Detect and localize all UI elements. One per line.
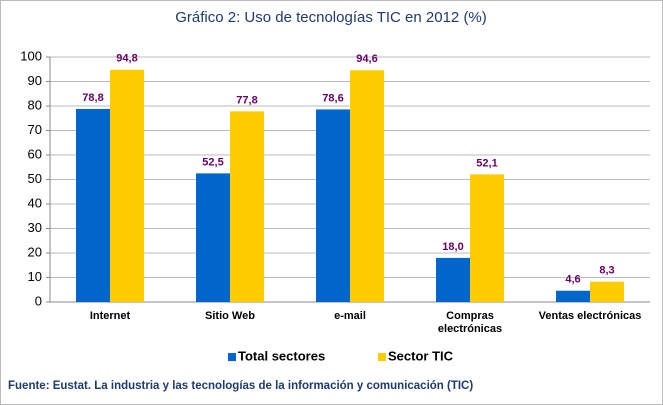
y-tick-label: 30 (28, 220, 42, 235)
legend-label: Total sectores (238, 348, 325, 363)
y-tick-label: 10 (28, 269, 42, 284)
bar (350, 70, 384, 302)
legend-swatch (378, 353, 386, 361)
y-tick-label: 70 (28, 122, 42, 137)
x-tick-label: Compras electrónicas (438, 310, 502, 335)
value-label: 8,3 (599, 265, 614, 277)
value-label: 94,6 (356, 53, 377, 65)
y-tick-label: 90 (28, 73, 42, 88)
chart-title: Gráfico 2: Uso de tecnologías TIC en 201… (175, 9, 487, 26)
bar (230, 111, 264, 302)
value-label: 52,1 (476, 157, 497, 169)
source: Fuente: Eustat. La industria y las tecno… (8, 380, 473, 392)
bar (436, 257, 470, 302)
x-tick-label: e-mail (334, 310, 366, 322)
x-tick-label: Ventas electrónicas (539, 310, 642, 322)
x-tick-label: Internet (90, 310, 131, 322)
value-label: 18,0 (442, 241, 463, 253)
y-tick-label: 60 (28, 146, 42, 161)
value-label: 52,5 (202, 156, 223, 168)
y-tick-label: 0 (35, 293, 42, 308)
legend-swatch (228, 353, 236, 361)
bar (470, 174, 504, 302)
y-tick-label: 40 (28, 195, 42, 210)
y-tick-label: 20 (28, 244, 42, 259)
bar (196, 173, 230, 302)
y-tick-label: 80 (28, 97, 42, 112)
bar (76, 108, 110, 302)
value-label: 94,8 (116, 53, 137, 65)
bar (316, 109, 350, 303)
value-label: 77,8 (236, 94, 257, 106)
x-tick-label: Sitio Web (205, 310, 255, 322)
y-tick-label: 50 (28, 171, 42, 186)
bar (590, 281, 624, 302)
bar (556, 290, 590, 302)
value-label: 78,6 (322, 92, 343, 104)
bar (110, 69, 144, 303)
legend-label: Sector TIC (388, 348, 454, 363)
y-tick-label: 100 (20, 48, 42, 63)
value-label: 78,8 (82, 92, 103, 104)
value-label: 4,6 (565, 274, 580, 286)
